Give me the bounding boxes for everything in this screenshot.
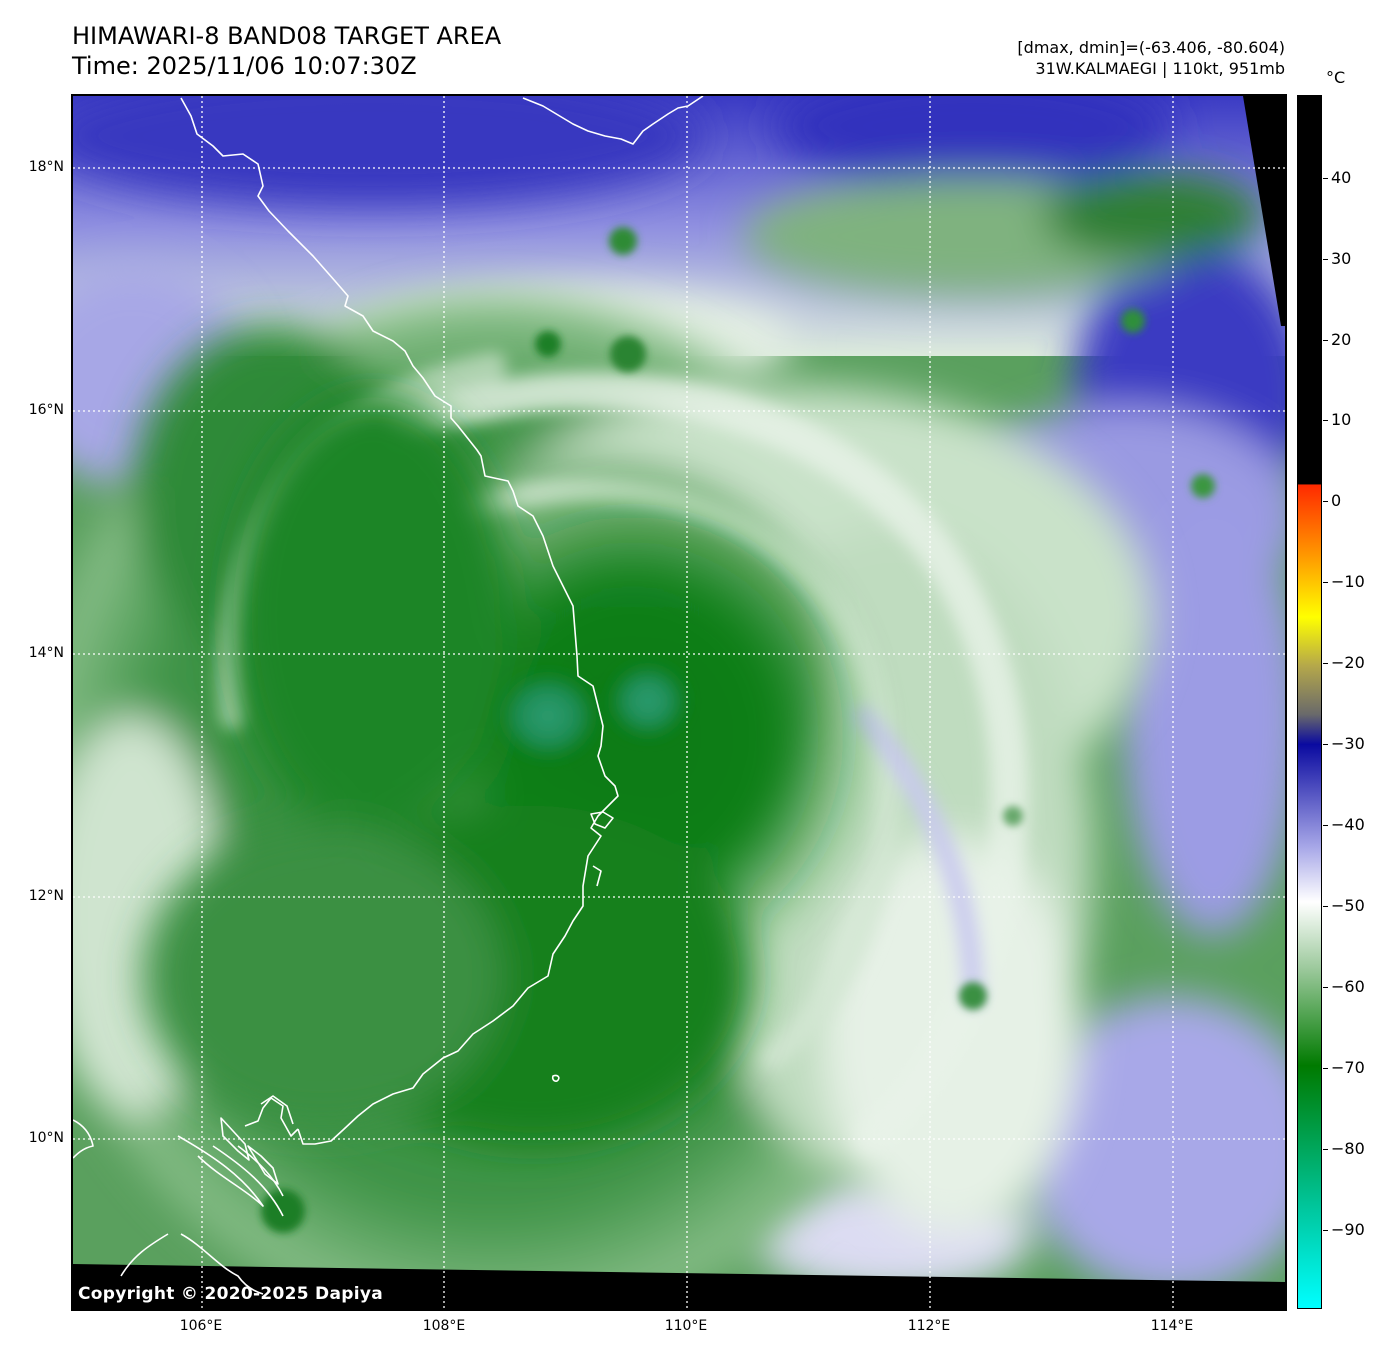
colorbar-label-minus10: −10 — [1331, 572, 1365, 591]
satellite-imagery — [73, 96, 1285, 1309]
colorbar-tick — [1323, 420, 1328, 421]
colorbar-label-minus70: −70 — [1331, 1058, 1365, 1077]
observation-time: Time: 2025/11/06 10:07:30Z — [72, 52, 417, 80]
colorbar-tick — [1323, 178, 1328, 179]
colorbar-tick — [1323, 744, 1328, 745]
lat-label-10n: 10°N — [28, 1130, 64, 1146]
lon-label-106e: 106°E — [179, 1318, 223, 1334]
lat-label-12n: 12°N — [28, 888, 64, 904]
chart-title: HIMAWARI-8 BAND08 TARGET AREA — [72, 22, 502, 50]
lon-label-108e: 108°E — [422, 1318, 466, 1334]
colorbar-tick — [1323, 501, 1328, 502]
data-range-text: [dmax, dmin]=(-63.406, -80.604) — [1017, 38, 1285, 57]
lat-label-18n: 18°N — [28, 159, 64, 175]
colorbar-label-minus90: −90 — [1331, 1220, 1365, 1239]
coastline-overlay — [73, 96, 704, 1295]
temperature-colorbar — [1297, 95, 1322, 1309]
lon-label-110e: 110°E — [664, 1318, 708, 1334]
colorbar-tick — [1323, 987, 1328, 988]
lon-label-112e: 112°E — [907, 1318, 951, 1334]
colorbar-unit: °C — [1326, 68, 1346, 87]
colorbar-label-0: 0 — [1331, 491, 1342, 510]
colorbar-tick — [1323, 1149, 1328, 1150]
colorbar-label-minus30: −30 — [1331, 734, 1365, 753]
storm-info-text: 31W.KALMAEGI | 110kt, 951mb — [1035, 59, 1285, 78]
colorbar-tick — [1323, 259, 1328, 260]
colorbar-tick — [1323, 582, 1328, 583]
colorbar-tick — [1323, 340, 1328, 341]
colorbar-label-20: 20 — [1331, 330, 1352, 349]
colorbar-tick — [1323, 663, 1328, 664]
graticule — [73, 96, 1285, 1309]
colorbar-tick — [1323, 825, 1328, 826]
colorbar-label-minus40: −40 — [1331, 815, 1365, 834]
colorbar-tick — [1323, 1230, 1328, 1231]
lat-label-14n: 14°N — [28, 645, 64, 661]
colorbar-tick — [1323, 1068, 1328, 1069]
colorbar-label-minus60: −60 — [1331, 977, 1365, 996]
colorbar-label-minus20: −20 — [1331, 653, 1365, 672]
colorbar-label-minus50: −50 — [1331, 896, 1365, 915]
lon-label-114e: 114°E — [1150, 1318, 1194, 1334]
colorbar-label-10: 10 — [1331, 410, 1352, 429]
colorbar-tick — [1323, 906, 1328, 907]
colorbar-label-minus80: −80 — [1331, 1139, 1365, 1158]
lat-label-16n: 16°N — [28, 402, 64, 418]
satellite-map — [71, 94, 1287, 1311]
colorbar-label-40: 40 — [1331, 168, 1352, 187]
colorbar-label-30: 30 — [1331, 249, 1352, 268]
copyright-text: Copyright © 2020-2025 Dapiya — [78, 1284, 383, 1304]
